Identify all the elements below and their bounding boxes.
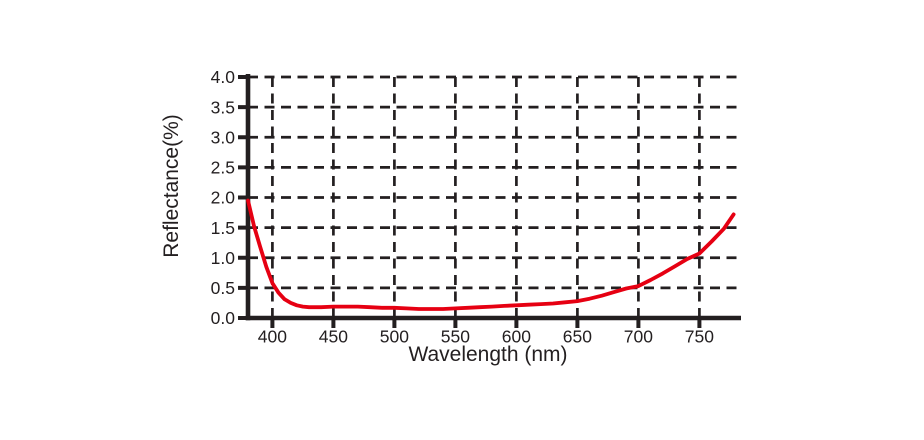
- y-axis-title: Reflectance(%): [160, 114, 183, 258]
- x-tick-label-600: 600: [502, 327, 531, 347]
- x-tick-label-550: 550: [441, 327, 470, 347]
- x-axis-tick-labels: 400 450 500 550 600 650 700 750: [258, 327, 714, 347]
- y-tick-label-0.0: 0.0: [211, 308, 236, 328]
- reflectance-curve: [246, 198, 736, 311]
- x-tick-label-750: 750: [685, 327, 714, 347]
- y-axis-ticks: [238, 75, 248, 320]
- y-tick-label-3.0: 3.0: [211, 127, 236, 147]
- x-axis-title: Wavelength (nm): [408, 343, 567, 366]
- y-tick-label-4.0: 4.0: [211, 67, 236, 87]
- vertical-gridlines: [271, 77, 701, 318]
- y-axis-tick-labels: 0.0 0.5 1.0 1.5 2.0 2.5 3.0 3.5 4.0: [211, 67, 236, 328]
- horizontal-gridlines: [248, 75, 738, 290]
- y-tick-label-1.5: 1.5: [211, 218, 235, 238]
- y-tick-label-1.0: 1.0: [211, 248, 236, 268]
- x-tick-label-700: 700: [624, 327, 653, 347]
- x-tick-label-450: 450: [319, 327, 348, 347]
- y-tick-label-3.5: 3.5: [211, 97, 235, 117]
- y-tick-label-2.0: 2.0: [211, 188, 236, 208]
- x-tick-label-650: 650: [563, 327, 592, 347]
- y-tick-label-2.5: 2.5: [211, 158, 235, 178]
- x-axis-ticks: [270, 318, 702, 328]
- x-tick-label-400: 400: [258, 327, 287, 347]
- x-tick-label-500: 500: [380, 327, 409, 347]
- y-tick-label-0.5: 0.5: [211, 278, 235, 298]
